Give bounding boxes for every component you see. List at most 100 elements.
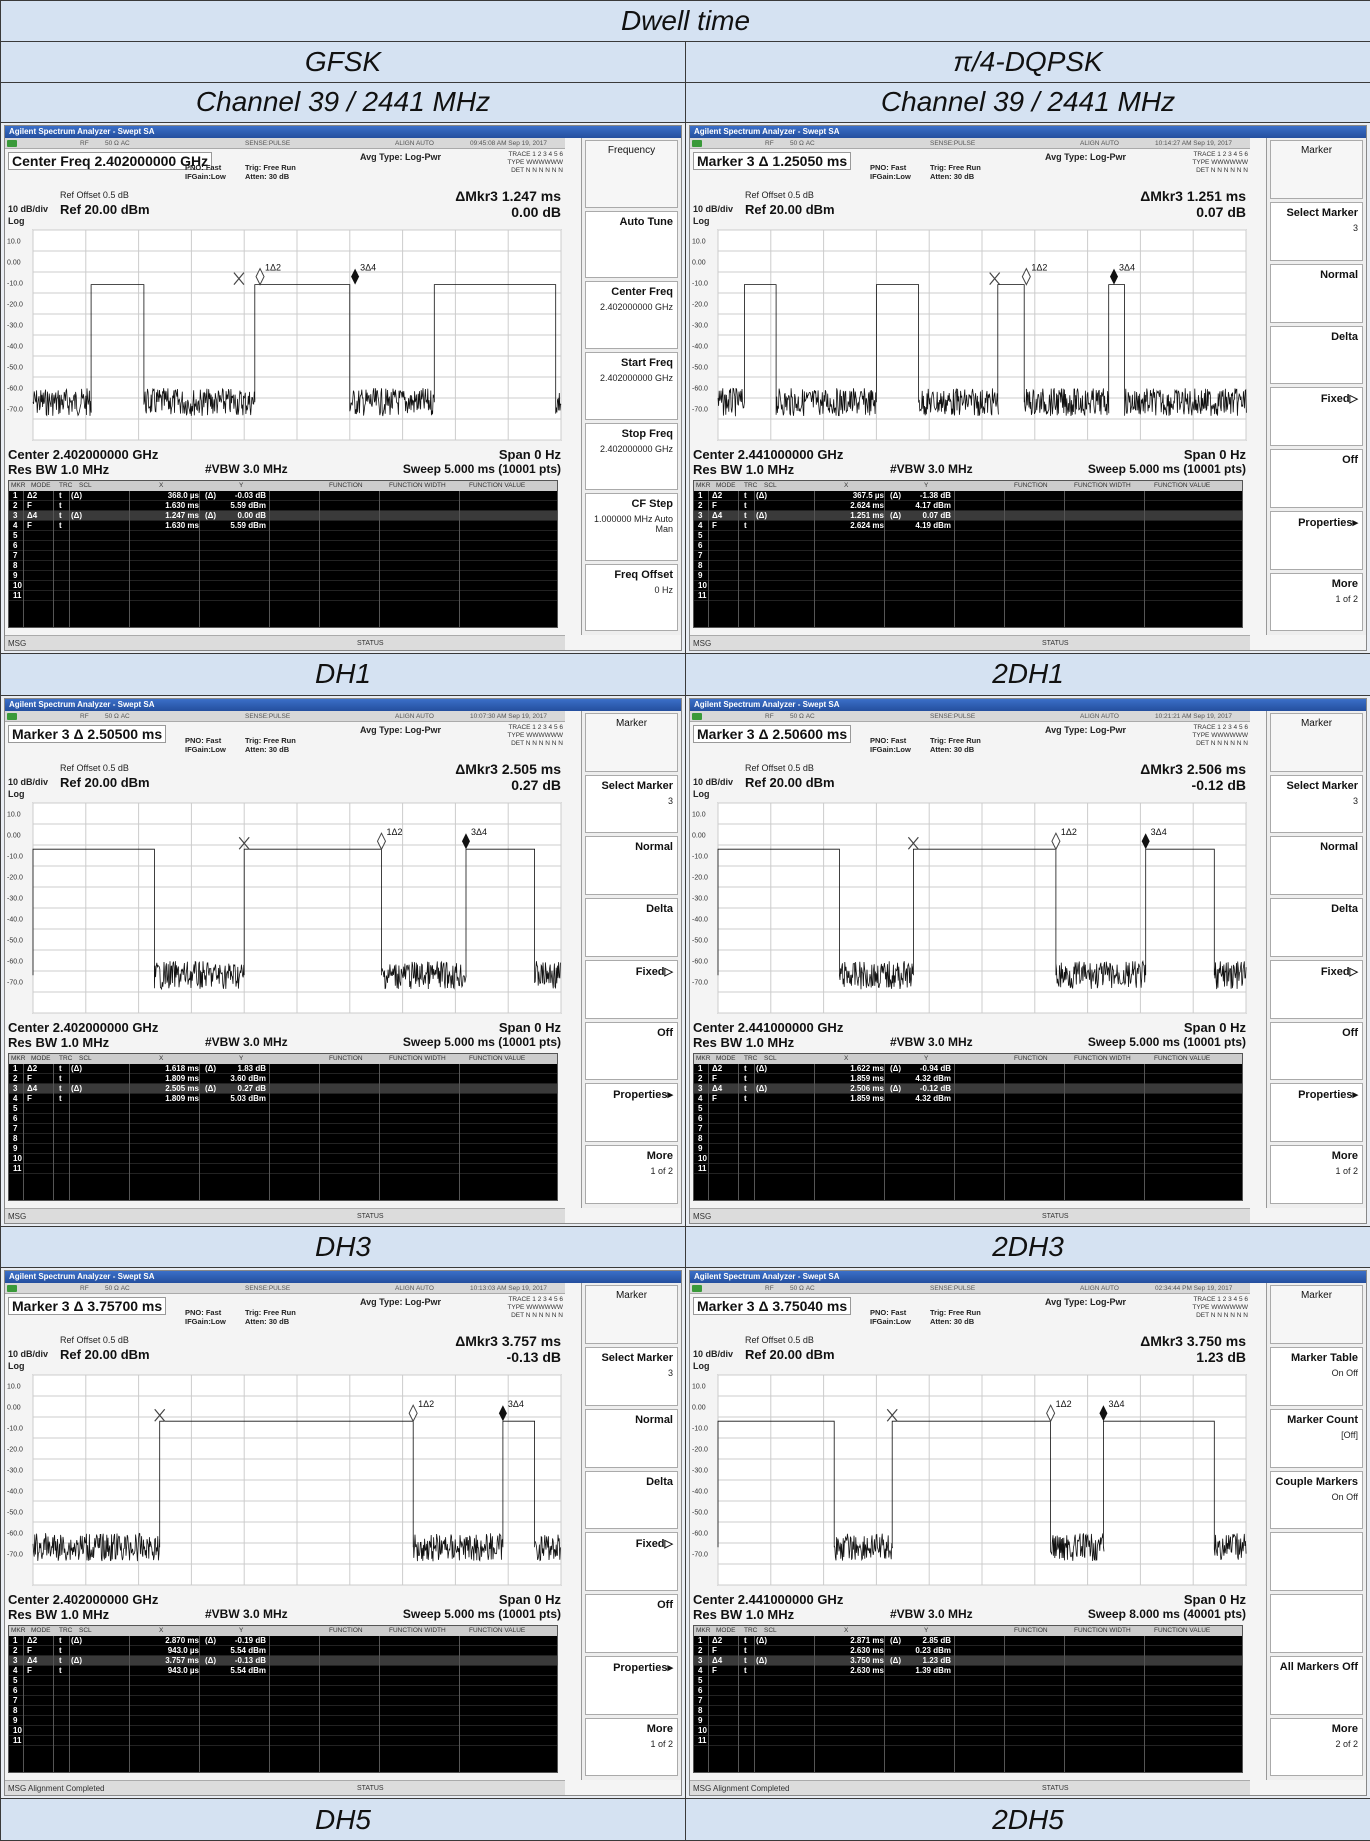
- softkey-button[interactable]: CF Step 1.000000 MHz Auto Man: [585, 493, 678, 561]
- active-parameter[interactable]: Marker 3 Δ 2.50500 ms: [8, 724, 167, 743]
- table-row[interactable]: 5: [694, 1676, 1242, 1687]
- table-row[interactable]: 1 Δ2 t (Δ) 1.618 ms (Δ) 1.83 dB: [9, 1064, 557, 1074]
- table-row[interactable]: 11: [9, 591, 557, 602]
- softkey-button[interactable]: Marker: [1270, 1285, 1364, 1345]
- table-row[interactable]: 5: [694, 531, 1242, 542]
- softkey-button[interactable]: Properties▸: [1270, 1083, 1364, 1143]
- marker-diamond-filled-icon[interactable]: 3Δ4: [1110, 263, 1135, 285]
- softkey-button[interactable]: Normal: [585, 1408, 678, 1468]
- table-row[interactable]: 7: [9, 1696, 557, 1707]
- table-row[interactable]: 10: [694, 1726, 1242, 1737]
- table-row[interactable]: 6: [9, 1114, 557, 1124]
- table-row[interactable]: 5: [9, 1104, 557, 1114]
- table-row[interactable]: 7: [694, 1124, 1242, 1134]
- table-row[interactable]: 10: [694, 1154, 1242, 1164]
- softkey-button[interactable]: Properties▸: [585, 1083, 678, 1143]
- table-row[interactable]: 8: [9, 1134, 557, 1144]
- table-row[interactable]: 7: [694, 1696, 1242, 1707]
- softkey-button[interactable]: Normal: [1270, 263, 1364, 323]
- softkey-button[interactable]: Delta: [585, 898, 678, 957]
- marker-diamond-filled-icon[interactable]: 3Δ4: [351, 263, 376, 285]
- softkey-button[interactable]: Marker: [1270, 712, 1364, 772]
- softkey-button[interactable]: Normal: [1270, 836, 1364, 896]
- active-parameter[interactable]: Marker 3 Δ 1.25050 ms: [693, 152, 852, 171]
- table-row[interactable]: 3 Δ4 t (Δ) 2.505 ms (Δ) 0.27 dB: [9, 1083, 557, 1094]
- softkey-button[interactable]: Frequency: [585, 140, 678, 208]
- softkey-button[interactable]: Normal: [585, 836, 678, 896]
- marker-x-icon[interactable]: [989, 272, 1001, 286]
- table-row[interactable]: 11: [694, 1736, 1242, 1747]
- table-row[interactable]: 9: [694, 1716, 1242, 1727]
- softkey-button[interactable]: Marker Table On Off: [1270, 1347, 1364, 1406]
- softkey-button[interactable]: Off: [585, 1594, 678, 1653]
- table-row[interactable]: 8: [9, 561, 557, 572]
- marker-diamond-open-icon[interactable]: 1Δ2: [408, 1400, 434, 1423]
- marker-diamond-filled-icon[interactable]: 3Δ4: [1099, 1400, 1124, 1422]
- marker-diamond-filled-icon[interactable]: 3Δ4: [1141, 827, 1167, 850]
- marker-diamond-open-icon[interactable]: 1Δ2: [376, 827, 403, 851]
- table-row[interactable]: 6: [694, 541, 1242, 552]
- softkey-button[interactable]: Delta: [1270, 325, 1364, 385]
- softkey-button[interactable]: More 1 of 2: [1270, 1145, 1364, 1204]
- table-row[interactable]: 3 Δ4 t (Δ) 3.757 ms (Δ) -0.13 dB: [9, 1656, 557, 1667]
- table-row[interactable]: 8: [694, 561, 1242, 572]
- softkey-button[interactable]: Start Freq 2.402000000 GHz: [585, 351, 678, 420]
- table-row[interactable]: 6: [9, 541, 557, 552]
- table-row[interactable]: 9: [9, 1716, 557, 1727]
- marker-diamond-open-icon[interactable]: 1Δ2: [255, 263, 281, 286]
- active-parameter[interactable]: Marker 3 Δ 3.75700 ms: [8, 1297, 167, 1316]
- table-row[interactable]: 6: [694, 1114, 1242, 1124]
- softkey-button[interactable]: All Markers Off: [1270, 1655, 1364, 1715]
- softkey-button[interactable]: More 1 of 2: [585, 1717, 678, 1777]
- table-row[interactable]: 8: [694, 1706, 1242, 1717]
- softkey-button[interactable]: Fixed▷: [585, 959, 678, 1019]
- table-row[interactable]: 9: [694, 571, 1242, 582]
- active-parameter[interactable]: Marker 3 Δ 2.50600 ms: [693, 724, 852, 743]
- table-row[interactable]: 7: [9, 551, 557, 562]
- table-row[interactable]: 1 Δ2 t (Δ) 367.5 µs (Δ) -1.38 dB: [694, 491, 1242, 502]
- table-row[interactable]: 11: [9, 1736, 557, 1747]
- softkey-button[interactable]: Properties▸: [585, 1655, 678, 1715]
- table-row[interactable]: 9: [9, 571, 557, 582]
- active-parameter[interactable]: Marker 3 Δ 3.75040 ms: [693, 1297, 852, 1316]
- softkey-button[interactable]: [1270, 1532, 1364, 1592]
- table-row[interactable]: 5: [9, 1676, 557, 1687]
- softkey-button[interactable]: Off: [1270, 449, 1364, 508]
- marker-x-icon[interactable]: [907, 836, 919, 850]
- softkey-button[interactable]: More 2 of 2: [1270, 1717, 1364, 1777]
- table-row[interactable]: 11: [9, 1164, 557, 1174]
- table-row[interactable]: 3 Δ4 t (Δ) 1.251 ms (Δ) 0.07 dB: [694, 511, 1242, 522]
- table-row[interactable]: 10: [9, 1726, 557, 1737]
- marker-x-icon[interactable]: [238, 836, 250, 850]
- table-row[interactable]: 6: [9, 1686, 557, 1697]
- softkey-button[interactable]: Select Marker 3: [585, 774, 678, 834]
- table-row[interactable]: 1 Δ2 t (Δ) 2.871 ms (Δ) 2.85 dB: [694, 1636, 1242, 1647]
- table-row[interactable]: 7: [9, 1124, 557, 1134]
- table-row[interactable]: 7: [694, 551, 1242, 562]
- softkey-button[interactable]: Delta: [585, 1470, 678, 1530]
- softkey-button[interactable]: Select Marker 3: [1270, 202, 1364, 261]
- marker-diamond-filled-icon[interactable]: 3Δ4: [461, 827, 487, 850]
- table-row[interactable]: 11: [694, 591, 1242, 602]
- table-row[interactable]: 3 Δ4 t (Δ) 3.750 ms (Δ) 1.23 dB: [694, 1656, 1242, 1667]
- marker-diamond-open-icon[interactable]: 1Δ2: [1046, 1400, 1072, 1423]
- table-row[interactable]: 11: [694, 1164, 1242, 1174]
- table-row[interactable]: 5: [694, 1104, 1242, 1114]
- table-row[interactable]: 6: [694, 1686, 1242, 1697]
- table-row[interactable]: 8: [9, 1706, 557, 1717]
- table-row[interactable]: 3 Δ4 t (Δ) 2.506 ms (Δ) -0.12 dB: [694, 1083, 1242, 1094]
- softkey-button[interactable]: More 1 of 2: [1270, 572, 1364, 632]
- softkey-button[interactable]: Select Marker 3: [1270, 774, 1364, 834]
- softkey-button[interactable]: Properties▸: [1270, 510, 1364, 570]
- marker-diamond-open-icon[interactable]: 1Δ2: [1021, 263, 1047, 286]
- softkey-button[interactable]: Off: [585, 1021, 678, 1081]
- marker-x-icon[interactable]: [154, 1409, 166, 1422]
